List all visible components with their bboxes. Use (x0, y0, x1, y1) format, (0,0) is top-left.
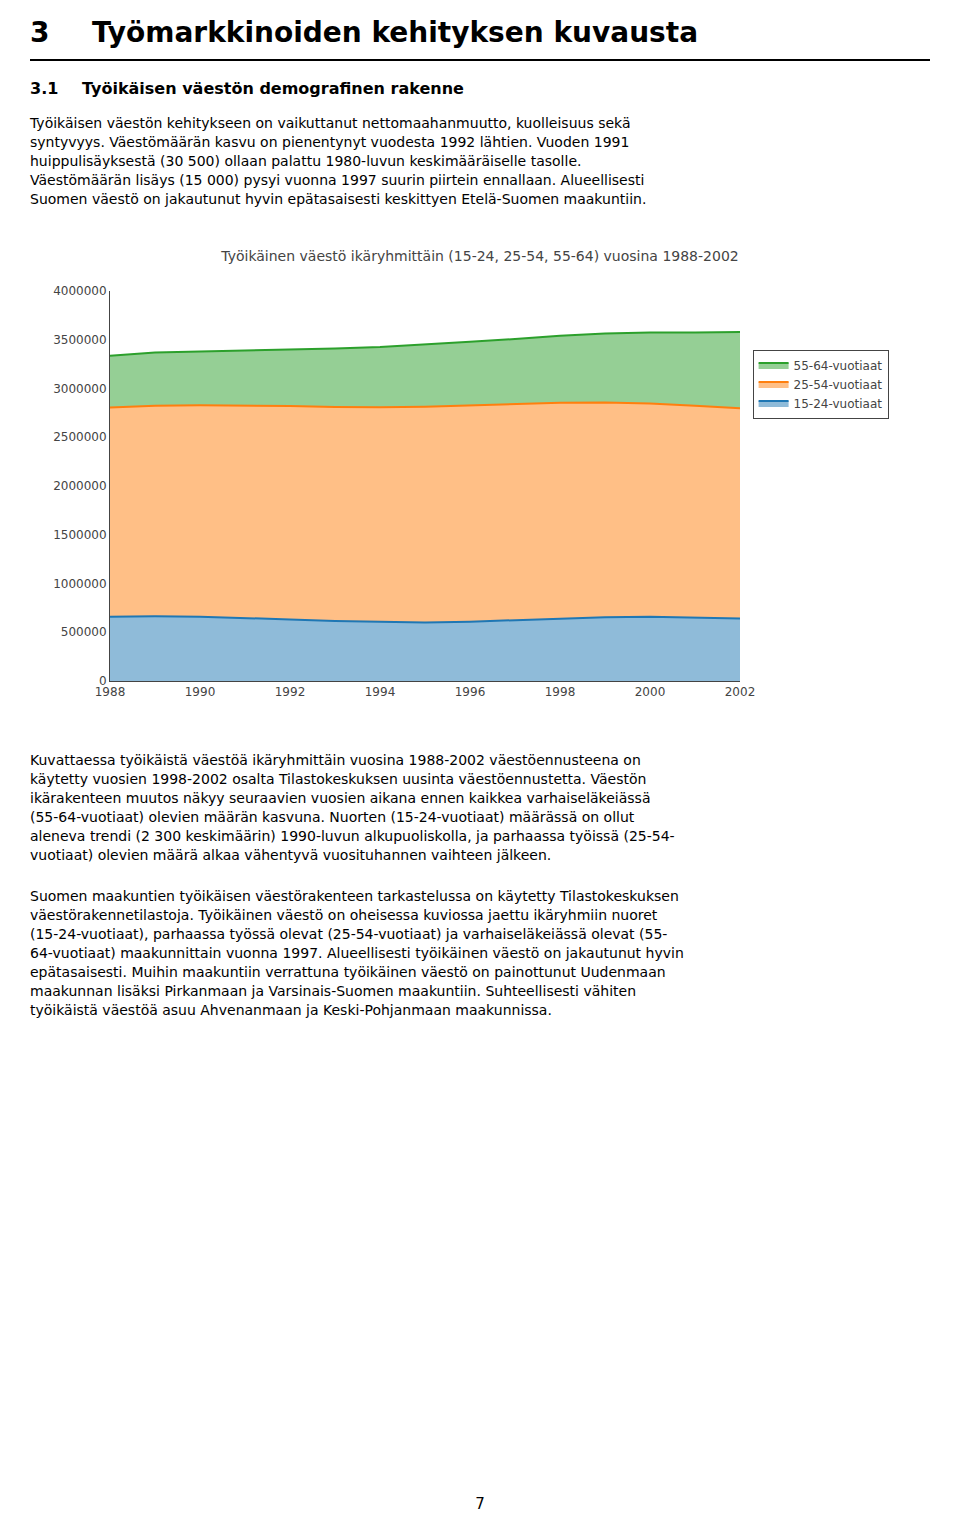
html-text:käytetty vuosien 1998-2002 osa: käytetty vuosien 1998-2002 osalta Tilast… (30, 771, 647, 787)
svg-text:1500000: 1500000 (53, 528, 106, 542)
html-text:3.1: 3.1 (30, 79, 59, 98)
svg-text:0: 0 (99, 674, 107, 688)
html-text:huippulisäyksestä (30 500) oll: huippulisäyksestä (30 500) ollaan palatt… (30, 153, 582, 169)
html-text:työikäistä väestöä asuu Ahvena: työikäistä väestöä asuu Ahvenanmaan ja K… (30, 1002, 552, 1018)
html-text:epätasaisesti. Muihin maakunti: epätasaisesti. Muihin maakuntiin verratt… (30, 964, 666, 980)
html-text:Väestömäärän lisäys (15 000) p: Väestömäärän lisäys (15 000) pysyi vuonn… (30, 172, 645, 188)
html-text:Suomen maakuntien työikäisen v: Suomen maakuntien työikäisen väestöraken… (30, 888, 679, 904)
svg-text:2002: 2002 (725, 685, 756, 699)
svg-text:55-64-vuotiaat: 55-64-vuotiaat (794, 359, 883, 373)
svg-text:4000000: 4000000 (53, 284, 106, 298)
html-text:(15-24-vuotiaat), parhaassa ty: (15-24-vuotiaat), parhaassa työssä oleva… (30, 926, 668, 942)
svg-text:1994: 1994 (365, 685, 396, 699)
html-text:7: 7 (475, 1495, 485, 1513)
html-text:64-vuotiaat) maakunnittain vuo: 64-vuotiaat) maakunnittain vuonna 1997. … (30, 945, 684, 961)
svg-text:15-24-vuotiaat: 15-24-vuotiaat (794, 397, 883, 411)
svg-text:1996: 1996 (455, 685, 486, 699)
html-text:Työmarkkinoiden kehityksen kuv: Työmarkkinoiden kehityksen kuvausta (92, 16, 698, 49)
svg-text:3000000: 3000000 (53, 382, 106, 396)
svg-text:2000: 2000 (635, 685, 666, 699)
svg-text:1992: 1992 (275, 685, 306, 699)
html-text:ikärakenteen muutos näkyy seur: ikärakenteen muutos näkyy seuraavien vuo… (30, 790, 651, 806)
svg-text:25-54-vuotiaat: 25-54-vuotiaat (794, 378, 883, 392)
html-text:Kuvattaessa työikäistä väestöä: Kuvattaessa työikäistä väestöä ikäryhmit… (30, 752, 641, 768)
html-text:3: 3 (30, 16, 50, 49)
svg-text:1990: 1990 (185, 685, 216, 699)
html-text:syntyvyys. Väestömäärän kasvu: syntyvyys. Väestömäärän kasvu on pienent… (30, 134, 630, 150)
svg-text:2000000: 2000000 (53, 479, 106, 493)
svg-text:Työikäinen väestö ikäryhmittäi: Työikäinen väestö ikäryhmittäin (15-24, … (220, 248, 738, 264)
svg-text:1988: 1988 (95, 685, 126, 699)
svg-text:1000000: 1000000 (53, 577, 106, 591)
svg-text:1998: 1998 (545, 685, 576, 699)
html-text:Työikäisen väestön kehitykseen: Työikäisen väestön kehitykseen on vaikut… (30, 115, 631, 131)
svg-text:3500000: 3500000 (53, 333, 106, 347)
html-text:aleneva trendi (2 300 keskimää: aleneva trendi (2 300 keskimäärin) 1990-… (30, 828, 675, 844)
html-text:Työikäisen väestön demografine: Työikäisen väestön demografinen rakenne (82, 79, 464, 98)
html-text:väestörakennetilastoja. Työikä: väestörakennetilastoja. Työikäinen väest… (30, 907, 658, 923)
html-text:maakunnan lisäksi Pirkanmaan j: maakunnan lisäksi Pirkanmaan ja Varsinai… (30, 983, 636, 999)
svg-text:500000: 500000 (61, 625, 107, 639)
svg-text:2500000: 2500000 (53, 430, 106, 444)
html-text:(55-64-vuotiaat) olevien määrä: (55-64-vuotiaat) olevien määrän kasvuna.… (30, 809, 635, 825)
html-text:Suomen väestö on jakautunut hy: Suomen väestö on jakautunut hyvin epätas… (30, 191, 647, 207)
html-text:vuotiaat) olevien määrä alkaa: vuotiaat) olevien määrä alkaa vähentyvä … (30, 847, 552, 863)
